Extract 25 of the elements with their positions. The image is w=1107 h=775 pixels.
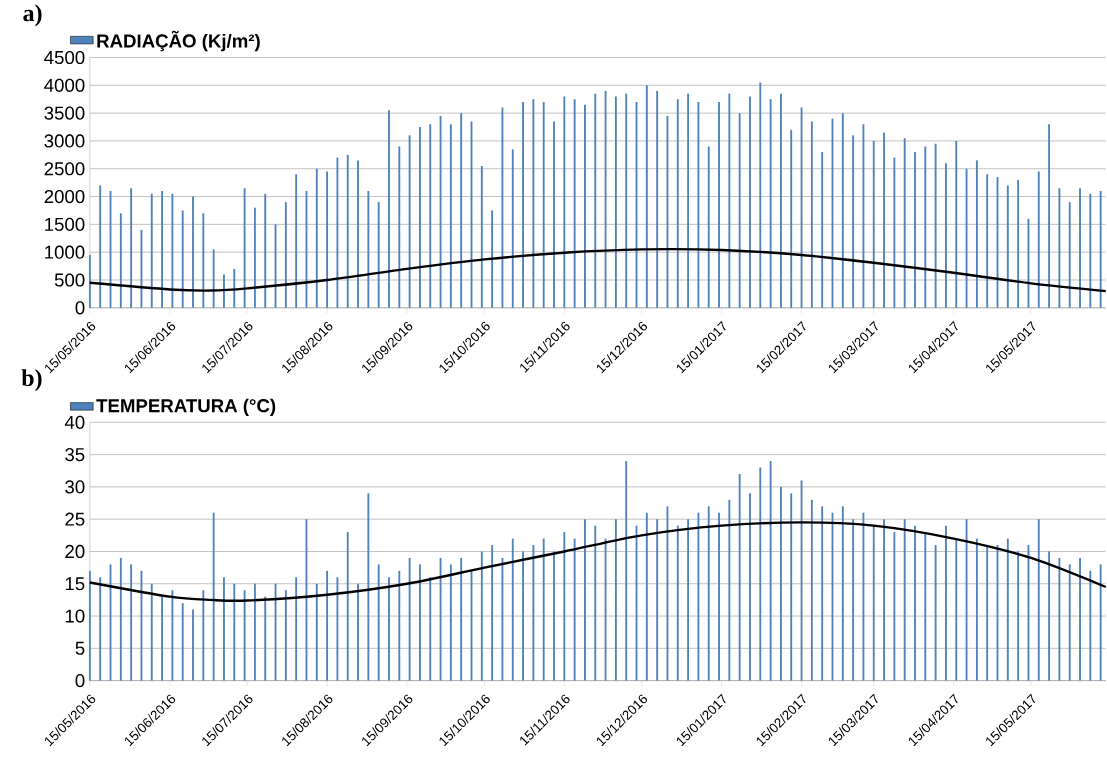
line-series bbox=[88, 247, 1107, 293]
y-tick-label: 15 bbox=[65, 577, 85, 591]
y-tick-label: 1000 bbox=[45, 245, 85, 259]
y-tick-label: 30 bbox=[65, 480, 85, 494]
y-tick-label: 3500 bbox=[44, 106, 85, 120]
chart-title: a) bbox=[23, 4, 42, 27]
y-tick-label: 4500 bbox=[44, 50, 85, 65]
y-tick-label: 1500 bbox=[45, 217, 85, 231]
y-tick-label: 500 bbox=[54, 273, 85, 287]
legend-label: RADIAÇÃO (Kj/m²) bbox=[97, 30, 260, 52]
y-tick-label: 2500 bbox=[44, 162, 85, 176]
y-tick-label: 10 bbox=[65, 609, 85, 623]
y-tick-label: 35 bbox=[65, 447, 85, 462]
y-tick-label: 40 bbox=[64, 415, 85, 429]
y-tick-label: 0 bbox=[75, 673, 85, 688]
y-tick-label: 3000 bbox=[44, 134, 85, 148]
y-tick-label: 4000 bbox=[44, 78, 85, 92]
y-tick-label: 25 bbox=[65, 512, 85, 526]
y-tick-label: 0 bbox=[75, 301, 85, 315]
legend-label: TEMPERATURA (°C) bbox=[96, 398, 276, 416]
y-tick-label: 20 bbox=[65, 544, 85, 558]
line-series bbox=[88, 521, 1107, 602]
y-tick-label: 5 bbox=[75, 641, 85, 655]
chart-title: b) bbox=[21, 369, 42, 391]
y-tick-label: 2000 bbox=[44, 189, 85, 204]
